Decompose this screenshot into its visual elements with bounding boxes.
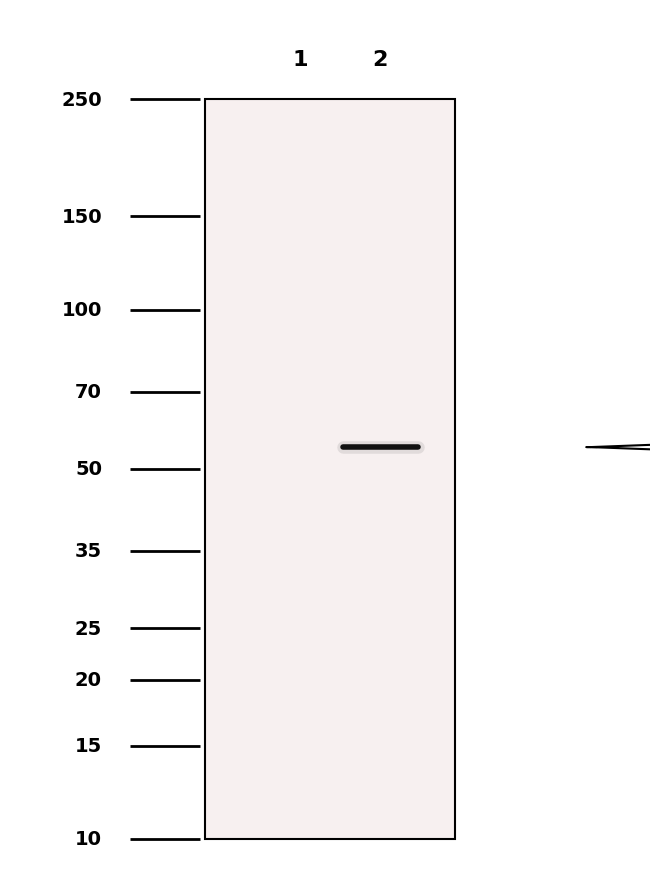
Text: 10: 10 [75, 830, 102, 848]
Text: 20: 20 [75, 670, 102, 689]
Text: 2: 2 [372, 50, 387, 70]
Text: 15: 15 [75, 736, 102, 755]
Text: 50: 50 [75, 460, 102, 479]
Text: 1: 1 [292, 50, 307, 70]
Text: 35: 35 [75, 542, 102, 561]
Text: 250: 250 [61, 90, 102, 109]
Text: 150: 150 [61, 208, 102, 227]
Text: 25: 25 [75, 619, 102, 638]
Text: 100: 100 [62, 301, 102, 320]
Bar [205, 100, 455, 839]
Text: 70: 70 [75, 382, 102, 401]
